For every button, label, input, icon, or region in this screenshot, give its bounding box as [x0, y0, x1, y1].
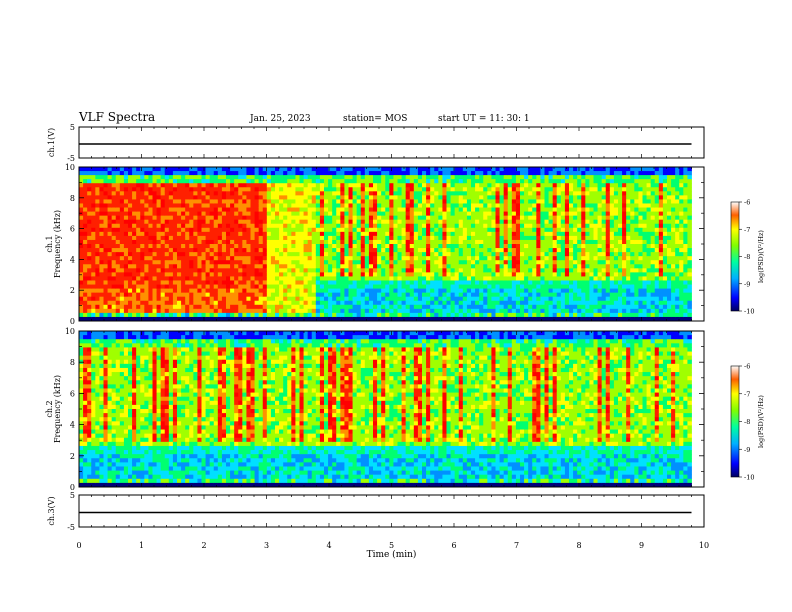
ch1-waveform-frame — [78, 126, 705, 159]
ch2-spectrogram-ytick: 10 — [65, 327, 75, 336]
ch1-spectrogram-colorbar-tick: -10 — [744, 308, 754, 316]
x-tick-label: 1 — [139, 541, 144, 550]
ch1-spectrogram-colorbar-tick: -9 — [744, 280, 750, 288]
ch2-spectrogram-colorbar-tick: -6 — [744, 363, 750, 371]
ch3-waveform-ytick: -5 — [67, 523, 75, 532]
x-tick-label: 3 — [264, 541, 269, 550]
ch1-spectrogram-ytick: 10 — [65, 163, 75, 172]
x-tick-label: 9 — [639, 541, 644, 550]
ch1-spectrogram-ytick: 6 — [70, 225, 75, 234]
ch2-spectrogram-colorbar — [730, 365, 740, 478]
ch2-spectrogram-ytick: 8 — [70, 358, 75, 367]
ch1-spectrogram-ytick: 4 — [70, 255, 75, 264]
ch1-spectrogram-channel-label: ch.1 — [45, 235, 54, 252]
ch1-spectrogram-ytick: 8 — [70, 194, 75, 203]
ch2-spectrogram-ytick: 6 — [70, 389, 75, 398]
ch1-waveform-ytick: 5 — [70, 123, 75, 132]
ch1-spectrogram-colorbar-tick: -7 — [744, 226, 750, 234]
x-tick-label: 4 — [326, 541, 331, 550]
ch2-spectrogram-ytick: 4 — [70, 421, 75, 430]
ch2-spectrogram-colorbar-tick: -7 — [744, 390, 750, 398]
x-tick-label: 5 — [389, 541, 394, 550]
ch2-spectrogram-colorbar-tick: -10 — [744, 474, 754, 482]
ch1-spectrogram-image — [79, 167, 692, 322]
ch1-waveform-ytick: -5 — [67, 154, 75, 163]
ch3-waveform-ylabel: ch.3(V) — [47, 496, 56, 525]
station-label: station= MOS — [343, 114, 408, 124]
ch2-spectrogram-image — [79, 331, 692, 488]
x-tick-label: 8 — [576, 541, 581, 550]
ch1-spectrogram-colorbar-tick: -6 — [744, 199, 750, 207]
x-tick-label: 0 — [76, 541, 81, 550]
figure-title: VLF Spectra — [79, 110, 156, 124]
x-tick-label: 6 — [451, 541, 456, 550]
ch3-waveform-frame — [78, 494, 705, 528]
ch2-spectrogram-colorbar-label: log(PSD)(V²/Hz) — [757, 395, 765, 448]
x-tick-label: 7 — [514, 541, 519, 550]
ch1-spectrogram-colorbar — [730, 201, 740, 312]
ch2-spectrogram-ylabel: Frequency (kHz) — [53, 375, 62, 443]
ch1-spectrogram-ylabel: Frequency (kHz) — [53, 210, 62, 278]
ch1-spectrogram-colorbar-label: log(PSD)(V²/Hz) — [757, 230, 765, 283]
x-tick-label: 10 — [699, 541, 709, 550]
ch1-spectrogram-ytick: 0 — [70, 317, 75, 326]
ch3-waveform-ytick: 5 — [70, 491, 75, 500]
x-tick-label: 2 — [201, 541, 206, 550]
ch1-spectrogram-colorbar-tick: -8 — [744, 253, 750, 261]
start-time-label: start UT = 11: 30: 1 — [438, 114, 530, 124]
ch1-spectrogram-ytick: 2 — [70, 286, 75, 295]
ch2-spectrogram-ytick: 2 — [70, 452, 75, 461]
ch2-spectrogram-colorbar-tick: -9 — [744, 446, 750, 454]
x-axis-label: Time (min) — [367, 549, 417, 560]
ch1-waveform-ylabel: ch.1(V) — [47, 128, 56, 157]
ch2-spectrogram-ytick: 0 — [70, 483, 75, 492]
ch2-spectrogram-channel-label: ch.2 — [45, 400, 54, 417]
date-label: Jan. 25, 2023 — [250, 114, 311, 124]
ch2-spectrogram-colorbar-tick: -8 — [744, 418, 750, 426]
